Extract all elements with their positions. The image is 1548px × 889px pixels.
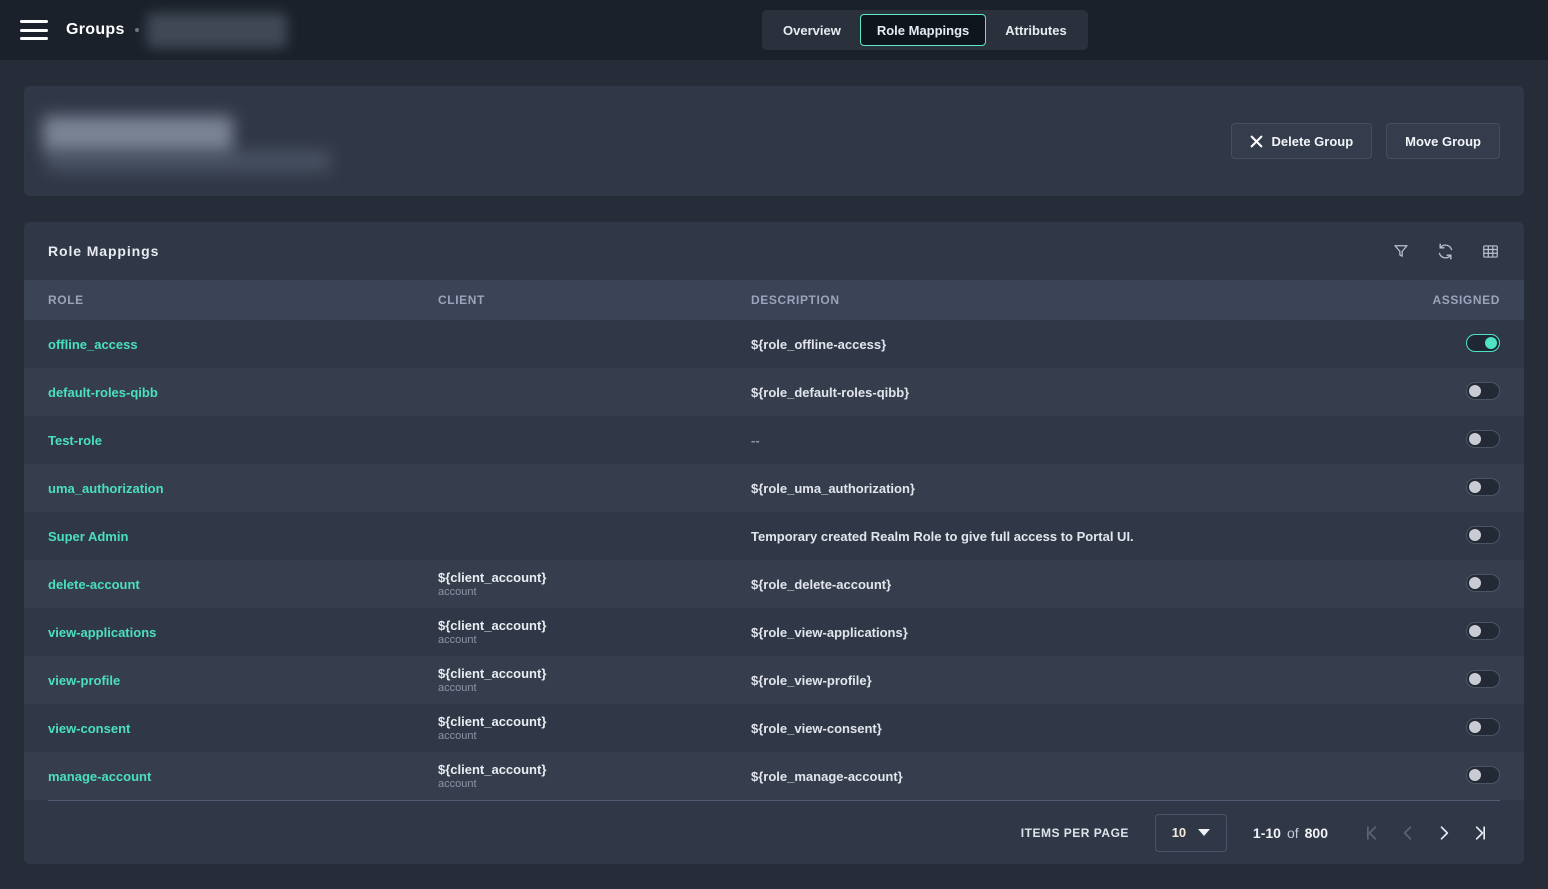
table-row: offline_access ${role_offline-access} bbox=[24, 320, 1524, 368]
role-link[interactable]: view-applications bbox=[48, 624, 157, 640]
previous-page-icon[interactable] bbox=[1398, 823, 1418, 843]
role-link[interactable]: view-profile bbox=[48, 672, 121, 688]
table-toolbar bbox=[1392, 242, 1500, 261]
card-title: Role Mappings bbox=[48, 243, 160, 259]
table-row: manage-account ${client_account} account ${… bbox=[24, 752, 1524, 800]
assigned-toggle[interactable] bbox=[1466, 429, 1500, 448]
menu-icon[interactable] bbox=[20, 20, 48, 40]
breadcrumb-groups[interactable]: Groups bbox=[66, 21, 125, 38]
tab-bar: Overview Role Mappings Attributes bbox=[762, 10, 1088, 50]
column-header-assigned: ASSIGNED bbox=[1432, 293, 1500, 307]
table-row: delete-account ${client_account} account ${… bbox=[24, 560, 1524, 608]
page-content: Delete Group Move Group Role Mappings bbox=[0, 60, 1548, 864]
pagination-divider: ITEMS PER PAGE 10 1-10 of 800 bbox=[48, 800, 1500, 864]
breadcrumb-separator bbox=[134, 28, 139, 32]
range-total: 800 bbox=[1304, 824, 1328, 841]
role-description: ${role_manage-account} bbox=[751, 768, 903, 784]
range-of: of bbox=[1286, 824, 1299, 841]
card-titlebar: Role Mappings bbox=[24, 222, 1524, 280]
range-current: 1-10 bbox=[1252, 824, 1281, 841]
assigned-toggle[interactable] bbox=[1466, 477, 1500, 496]
client-name: ${client_account} bbox=[438, 761, 547, 777]
client-id: account bbox=[438, 633, 477, 646]
role-link[interactable]: uma_authorization bbox=[48, 480, 164, 496]
tab-role-mappings[interactable]: Role Mappings bbox=[859, 14, 987, 46]
group-header-card: Delete Group Move Group bbox=[24, 86, 1524, 196]
assigned-toggle[interactable] bbox=[1466, 765, 1500, 784]
role-description: ${role_offline-access} bbox=[751, 336, 887, 352]
role-description: -- bbox=[751, 432, 760, 448]
table-header: ROLE CLIENT DESCRIPTION ASSIGNED bbox=[24, 280, 1524, 320]
table-row: view-profile ${client_account} account ${ro… bbox=[24, 656, 1524, 704]
last-page-icon[interactable] bbox=[1470, 823, 1490, 843]
delete-group-label: Delete Group bbox=[1271, 133, 1354, 149]
table-row: default-roles-qibb ${role_default-roles-q… bbox=[24, 368, 1524, 416]
refresh-icon[interactable] bbox=[1436, 242, 1455, 261]
delete-group-button[interactable]: Delete Group bbox=[1230, 123, 1373, 159]
tab-attributes[interactable]: Attributes bbox=[1005, 22, 1067, 38]
column-header-description: DESCRIPTION bbox=[751, 293, 840, 307]
items-per-page-label: ITEMS PER PAGE bbox=[1020, 825, 1129, 840]
role-description: ${role_view-consent} bbox=[751, 720, 882, 736]
move-group-button[interactable]: Move Group bbox=[1386, 123, 1500, 159]
client-name: ${client_account} bbox=[438, 569, 547, 585]
role-description: ${role_uma_authorization} bbox=[751, 480, 915, 496]
tab-overview[interactable]: Overview bbox=[783, 22, 841, 38]
close-icon bbox=[1250, 135, 1262, 147]
client-id: account bbox=[438, 729, 477, 742]
assigned-toggle[interactable] bbox=[1466, 717, 1500, 736]
role-description: ${role_delete-account} bbox=[751, 576, 892, 592]
role-mappings-card: Role Mappings bbox=[24, 222, 1524, 864]
role-link[interactable]: manage-account bbox=[48, 768, 152, 784]
redacted-group-title bbox=[43, 116, 233, 152]
role-description: Temporary created Realm Role to give ful… bbox=[751, 528, 1134, 544]
redacted-group-subtitle bbox=[46, 150, 331, 172]
role-link[interactable]: Super Admin bbox=[48, 528, 129, 544]
first-page-icon[interactable] bbox=[1362, 823, 1382, 843]
column-header-role: ROLE bbox=[48, 293, 84, 307]
client-id: account bbox=[438, 777, 477, 790]
next-page-icon[interactable] bbox=[1434, 823, 1454, 843]
client-name: ${client_account} bbox=[438, 713, 547, 729]
role-link[interactable]: Test-role bbox=[48, 432, 102, 448]
assigned-toggle[interactable] bbox=[1466, 333, 1500, 352]
pagination-bar: ITEMS PER PAGE 10 1-10 of 800 bbox=[48, 801, 1500, 864]
column-header-client: CLIENT bbox=[438, 293, 485, 307]
role-link[interactable]: view-consent bbox=[48, 720, 131, 736]
table-row: Test-role -- bbox=[24, 416, 1524, 464]
move-group-label: Move Group bbox=[1405, 133, 1481, 149]
table-row: Super Admin Temporary created Realm Role … bbox=[24, 512, 1524, 560]
assigned-toggle[interactable] bbox=[1466, 573, 1500, 592]
pagination-range: 1-10 of 800 bbox=[1253, 825, 1328, 841]
assigned-toggle[interactable] bbox=[1466, 381, 1500, 400]
pagination-controls bbox=[1362, 823, 1490, 843]
client-name: ${client_account} bbox=[438, 617, 547, 633]
client-name: ${client_account} bbox=[438, 665, 547, 681]
page-size-select[interactable]: 10 bbox=[1154, 813, 1227, 852]
redacted-group-name-breadcrumb bbox=[146, 12, 287, 48]
assigned-toggle[interactable] bbox=[1466, 621, 1500, 640]
table-row: view-consent ${client_account} account ${ro… bbox=[24, 704, 1524, 752]
top-bar: Groups Overview Role Mappings Attributes bbox=[0, 0, 1548, 60]
page-size-value: 10 bbox=[1171, 825, 1187, 840]
role-description: ${role_default-roles-qibb} bbox=[751, 384, 910, 400]
filter-icon[interactable] bbox=[1392, 242, 1410, 260]
table-body: offline_access ${role_offline-access}defa… bbox=[24, 320, 1524, 800]
client-id: account bbox=[438, 585, 477, 598]
table-icon[interactable] bbox=[1481, 242, 1500, 261]
chevron-down-icon bbox=[1198, 829, 1211, 836]
table-row: uma_authorization ${role_uma_authorizatio… bbox=[24, 464, 1524, 512]
assigned-toggle[interactable] bbox=[1466, 669, 1500, 688]
role-link[interactable]: default-roles-qibb bbox=[48, 384, 158, 400]
role-link[interactable]: offline_access bbox=[48, 336, 138, 352]
role-description: ${role_view-applications} bbox=[751, 624, 908, 640]
group-actions: Delete Group Move Group bbox=[1230, 123, 1500, 159]
role-description: ${role_view-profile} bbox=[751, 672, 872, 688]
assigned-toggle[interactable] bbox=[1466, 525, 1500, 544]
client-id: account bbox=[438, 681, 477, 694]
role-link[interactable]: delete-account bbox=[48, 576, 140, 592]
table-row: view-applications ${client_account} accoun… bbox=[24, 608, 1524, 656]
